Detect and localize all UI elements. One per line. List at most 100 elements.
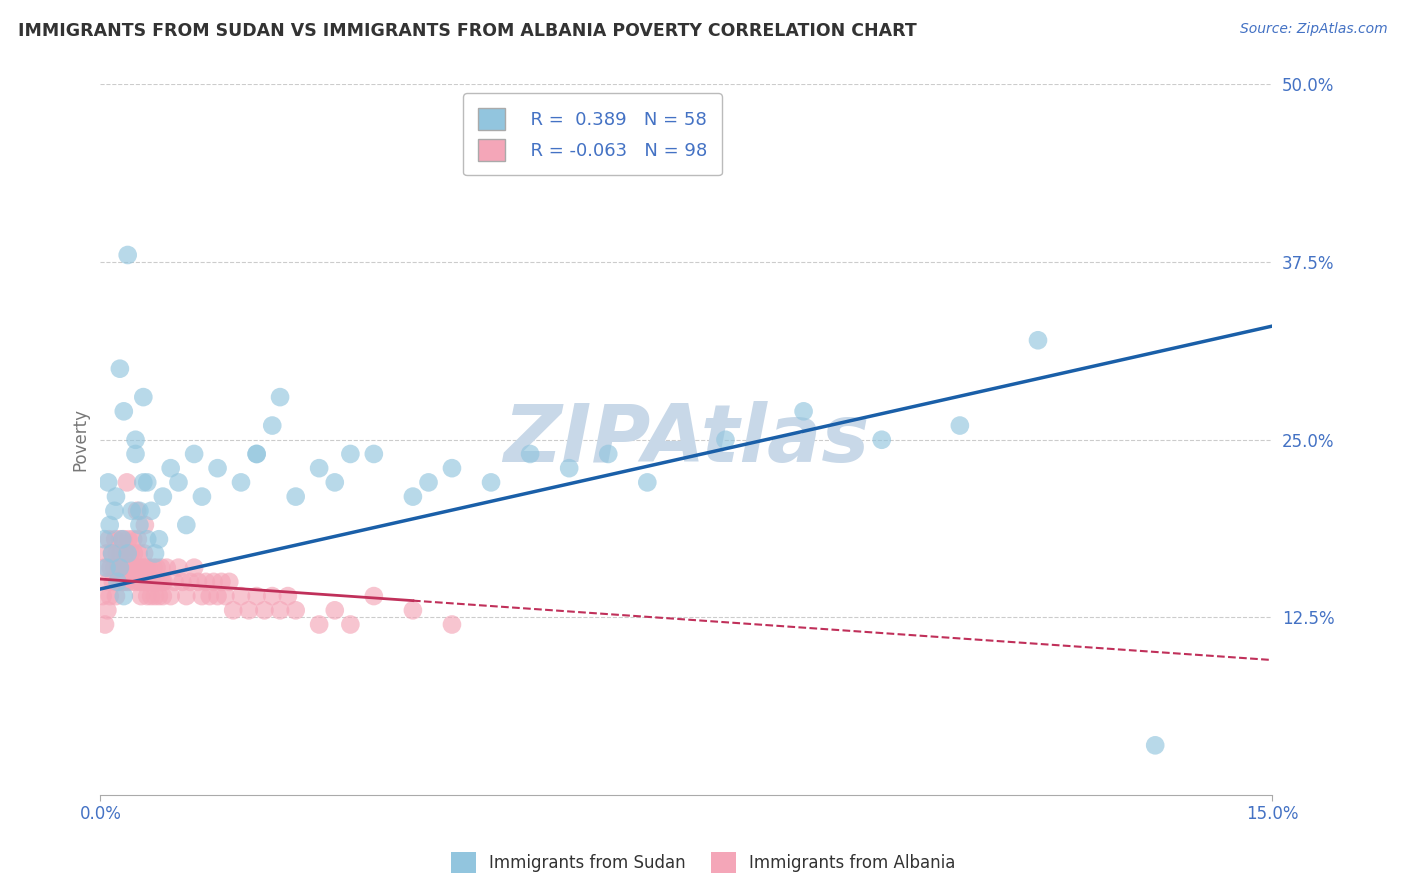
Point: [339, 617, 361, 632]
Point: [636, 475, 658, 490]
Point: [105, 546, 128, 560]
Point: [115, 475, 138, 490]
Point: [108, 560, 131, 574]
Point: [176, 518, 198, 533]
Point: [129, 589, 152, 603]
Point: [107, 574, 129, 589]
Point: [183, 447, 205, 461]
Point: [141, 574, 163, 589]
Point: [191, 589, 214, 603]
Point: [134, 518, 156, 533]
Point: [163, 574, 186, 589]
Point: [143, 574, 166, 589]
Point: [323, 603, 346, 617]
Point: [132, 560, 155, 574]
Point: [127, 533, 149, 547]
Point: [128, 518, 150, 533]
Point: [229, 475, 252, 490]
Point: [98, 589, 121, 603]
Point: [145, 574, 167, 589]
Point: [121, 504, 143, 518]
Point: [440, 461, 463, 475]
Point: [183, 560, 205, 574]
Point: [128, 546, 150, 560]
Point: [402, 490, 425, 504]
Point: [152, 589, 174, 603]
Point: [198, 589, 221, 603]
Point: [246, 589, 269, 603]
Point: [159, 589, 181, 603]
Point: [479, 475, 502, 490]
Point: [97, 574, 120, 589]
Point: [194, 574, 217, 589]
Point: [117, 248, 139, 262]
Point: [284, 603, 307, 617]
Point: [222, 603, 245, 617]
Point: [108, 361, 131, 376]
Point: [187, 574, 209, 589]
Point: [150, 574, 173, 589]
Point: [714, 433, 737, 447]
Y-axis label: Poverty: Poverty: [72, 409, 89, 471]
Point: [108, 533, 131, 547]
Point: [339, 447, 361, 461]
Point: [96, 560, 118, 574]
Point: [107, 560, 129, 574]
Point: [246, 447, 269, 461]
Point: [112, 589, 135, 603]
Point: [101, 546, 124, 560]
Point: [107, 574, 129, 589]
Point: [115, 560, 138, 574]
Point: [179, 574, 201, 589]
Point: [124, 574, 146, 589]
Point: [122, 546, 145, 560]
Point: [132, 546, 155, 560]
Point: [128, 504, 150, 518]
Point: [519, 447, 541, 461]
Point: [176, 589, 198, 603]
Point: [117, 546, 139, 560]
Point: [120, 546, 142, 560]
Point: [1026, 333, 1049, 347]
Point: [136, 533, 159, 547]
Point: [132, 475, 155, 490]
Point: [558, 461, 581, 475]
Legend:   R =  0.389   N = 58,   R = -0.063   N = 98: R = 0.389 N = 58, R = -0.063 N = 98: [464, 94, 721, 176]
Point: [167, 560, 190, 574]
Point: [139, 504, 162, 518]
Point: [207, 589, 229, 603]
Point: [229, 589, 252, 603]
Point: [218, 574, 240, 589]
Point: [284, 490, 307, 504]
Point: [93, 560, 115, 574]
Point: [104, 490, 127, 504]
Point: [148, 589, 170, 603]
Point: [122, 533, 145, 547]
Point: [121, 560, 143, 574]
Point: [277, 589, 299, 603]
Point: [112, 533, 135, 547]
Point: [100, 560, 122, 574]
Point: [128, 574, 150, 589]
Point: [202, 574, 225, 589]
Point: [124, 447, 146, 461]
Point: [114, 546, 136, 560]
Point: [104, 589, 127, 603]
Point: [143, 589, 166, 603]
Point: [135, 560, 157, 574]
Point: [308, 461, 330, 475]
Point: [269, 603, 291, 617]
Point: [246, 447, 269, 461]
Point: [96, 546, 118, 560]
Point: [148, 533, 170, 547]
Point: [440, 617, 463, 632]
Point: [112, 404, 135, 418]
Point: [103, 504, 125, 518]
Point: [138, 574, 160, 589]
Point: [949, 418, 972, 433]
Point: [96, 603, 118, 617]
Point: [262, 418, 284, 433]
Point: [145, 560, 167, 574]
Point: [598, 447, 620, 461]
Point: [136, 574, 159, 589]
